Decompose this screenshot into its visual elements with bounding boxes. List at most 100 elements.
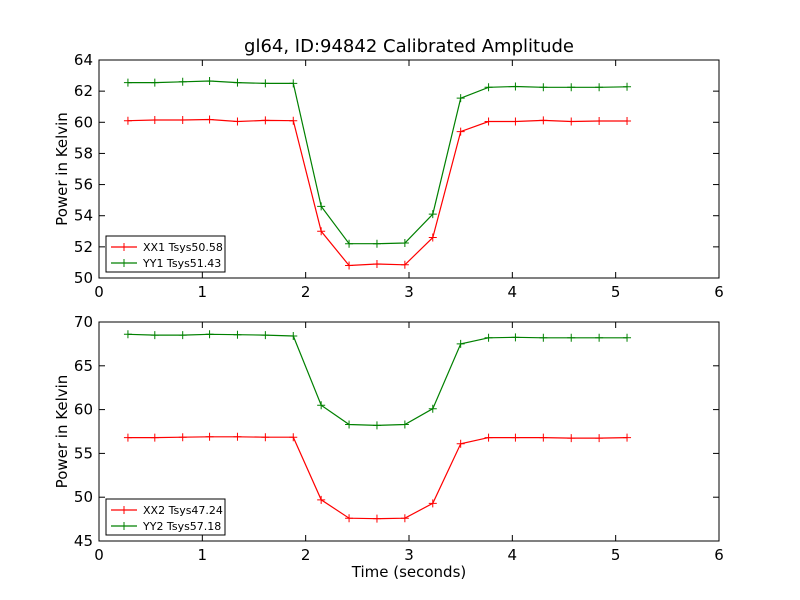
legend-label: YY1 Tsys51.43 bbox=[142, 257, 221, 270]
data-point bbox=[317, 202, 326, 211]
data-point bbox=[345, 420, 354, 429]
data-point bbox=[567, 117, 576, 126]
data-point bbox=[150, 115, 159, 124]
data-point bbox=[456, 127, 465, 136]
data-point bbox=[567, 434, 576, 443]
y-tick-label: 58 bbox=[74, 144, 93, 162]
data-point bbox=[289, 116, 298, 125]
y-tick-label: 52 bbox=[74, 238, 93, 256]
data-point bbox=[511, 117, 520, 126]
data-point bbox=[317, 227, 326, 236]
y-tick-label: 64 bbox=[74, 51, 93, 69]
data-point bbox=[456, 439, 465, 448]
data-point bbox=[289, 79, 298, 88]
data-point bbox=[205, 77, 214, 86]
data-point bbox=[233, 432, 242, 441]
data-point bbox=[317, 401, 326, 410]
data-point bbox=[123, 433, 132, 442]
data-point bbox=[400, 420, 409, 429]
data-point bbox=[345, 514, 354, 523]
data-point bbox=[150, 331, 159, 340]
data-point bbox=[595, 83, 604, 92]
data-point bbox=[623, 82, 632, 91]
y-tick-label: 60 bbox=[74, 401, 93, 419]
data-point bbox=[123, 330, 132, 339]
data-point bbox=[539, 83, 548, 92]
data-point bbox=[400, 260, 409, 269]
x-tick-label: 1 bbox=[198, 283, 208, 301]
data-point bbox=[261, 433, 270, 442]
y-tick-label: 55 bbox=[74, 444, 93, 462]
data-point bbox=[123, 78, 132, 87]
data-point bbox=[178, 331, 187, 340]
legend-marker bbox=[120, 522, 128, 530]
data-point bbox=[595, 333, 604, 342]
data-point bbox=[233, 117, 242, 126]
y-tick-label: 50 bbox=[74, 269, 93, 287]
data-point bbox=[428, 210, 437, 219]
data-point bbox=[205, 330, 214, 339]
data-point bbox=[595, 117, 604, 126]
x-tick-label: 4 bbox=[508, 283, 518, 301]
data-point bbox=[372, 259, 381, 268]
legend-marker bbox=[120, 259, 128, 267]
legend-label: XX1 Tsys50.58 bbox=[143, 241, 223, 254]
x-tick-label: 5 bbox=[611, 283, 621, 301]
data-point bbox=[289, 332, 298, 341]
x-axis-label: Time (seconds) bbox=[351, 563, 467, 581]
data-point bbox=[623, 333, 632, 342]
x-tick-label: 3 bbox=[404, 283, 414, 301]
data-point bbox=[178, 433, 187, 442]
data-point bbox=[428, 499, 437, 508]
legend-marker bbox=[120, 506, 128, 514]
data-point bbox=[233, 78, 242, 87]
data-point bbox=[428, 404, 437, 413]
data-point bbox=[289, 433, 298, 442]
data-point bbox=[484, 433, 493, 442]
x-tick-label: 6 bbox=[714, 546, 724, 564]
y-tick-label: 56 bbox=[74, 176, 93, 194]
chart-title: gl64, ID:94842 Calibrated Amplitude bbox=[244, 36, 574, 57]
data-point bbox=[345, 239, 354, 248]
x-tick-label: 5 bbox=[611, 546, 621, 564]
data-point bbox=[539, 333, 548, 342]
data-point bbox=[484, 333, 493, 342]
data-point bbox=[205, 432, 214, 441]
x-tick-label: 1 bbox=[198, 546, 208, 564]
x-tick-label: 2 bbox=[301, 283, 311, 301]
data-point bbox=[205, 115, 214, 124]
data-point bbox=[539, 433, 548, 442]
y-tick-label: 62 bbox=[74, 82, 93, 100]
data-point bbox=[456, 339, 465, 348]
legend-box bbox=[105, 498, 226, 536]
data-point bbox=[623, 433, 632, 442]
legend-label: YY2 Tsys57.18 bbox=[142, 520, 221, 533]
data-point bbox=[511, 433, 520, 442]
data-point bbox=[623, 117, 632, 126]
data-point bbox=[372, 239, 381, 248]
legend-marker bbox=[120, 243, 128, 251]
x-tick-label: 6 bbox=[714, 283, 724, 301]
data-point bbox=[345, 261, 354, 270]
x-tick-label: 4 bbox=[508, 546, 518, 564]
data-point bbox=[595, 434, 604, 443]
legend: XX1 Tsys50.58 YY1 Tsys51.43 bbox=[105, 235, 226, 273]
data-point bbox=[428, 233, 437, 242]
data-point bbox=[511, 82, 520, 91]
legend-label: XX2 Tsys47.24 bbox=[143, 504, 223, 517]
y-tick-label: 65 bbox=[74, 357, 93, 375]
data-point bbox=[567, 83, 576, 92]
y-tick-label: 54 bbox=[74, 207, 93, 225]
y-axis-label: Power in Kelvin bbox=[53, 112, 71, 226]
data-point bbox=[261, 116, 270, 125]
data-point bbox=[372, 514, 381, 523]
data-point bbox=[484, 117, 493, 126]
data-point bbox=[261, 331, 270, 340]
legend: XX2 Tsys47.24 YY2 Tsys57.18 bbox=[105, 498, 226, 536]
data-point bbox=[178, 115, 187, 124]
data-point bbox=[400, 238, 409, 247]
data-point bbox=[372, 421, 381, 430]
